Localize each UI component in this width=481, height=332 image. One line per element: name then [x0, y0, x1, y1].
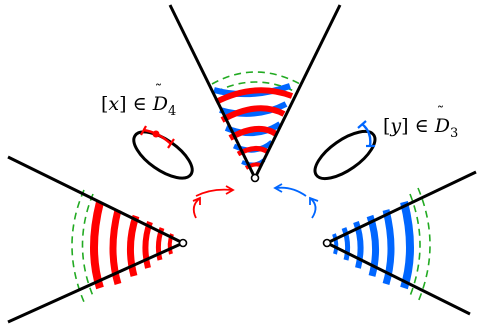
top-cone-vertex: [250, 173, 260, 183]
left-loop-ellipse: [132, 130, 194, 180]
right-cone-blue-band: [332, 233, 339, 255]
label-right-subscript: 3: [449, 125, 459, 141]
left-cone-red-band: [109, 209, 122, 285]
red-arrowhead: [192, 196, 201, 205]
left-cone-red-band: [127, 214, 140, 277]
left-cone-dashed-arc-inner: [81, 193, 94, 297]
top-cone-red-band: [220, 105, 286, 123]
top-cone: [168, 4, 342, 183]
label-right-set: D: [434, 115, 450, 137]
left-cone-red-band: [90, 201, 104, 290]
blue-arrowhead: [309, 196, 319, 205]
right-loop-ellipse: [313, 129, 377, 181]
top-cone-blue-band: [219, 101, 288, 117]
top-cone-red-band: [214, 87, 294, 105]
left-loop: [132, 125, 194, 180]
right-cone: [322, 170, 477, 316]
right-loop-blue-tick: [357, 120, 367, 129]
red-arrows: [192, 185, 235, 219]
label-left-subscript: 4: [167, 103, 177, 119]
blue-arrows: [273, 183, 319, 219]
label-left-membership: ∈: [132, 93, 147, 115]
left-cone-bands: [90, 201, 174, 290]
top-cone-bands: [213, 83, 294, 170]
left-cone-vertex: [178, 238, 188, 248]
label-left-var: x: [108, 93, 120, 115]
top-cone-left-edge: [168, 4, 257, 179]
right-cone-blue-band: [353, 220, 364, 269]
left-cone-lower-edge: [7, 241, 184, 324]
left-cone-upper-edge: [7, 155, 184, 245]
label-right-var: y: [390, 115, 402, 137]
right-cone-vertex: [322, 238, 332, 248]
right-cone-blue-band: [382, 209, 395, 285]
right-cone-dashed-arc-inner: [409, 193, 421, 297]
left-loop-red-tick: [167, 138, 175, 149]
right-cone-blue-band: [341, 227, 351, 261]
left-cone: [7, 155, 188, 324]
red-arrowhead: [225, 185, 235, 195]
left-loop-red-point: [152, 130, 160, 138]
label-right-membership: ∈: [414, 115, 429, 137]
label-y-in-d3: [y] ∈ ˜ D3: [383, 103, 459, 141]
right-cone-upper-edge: [326, 170, 477, 245]
top-cone-right-edge: [253, 4, 342, 179]
label-left-set: D: [152, 93, 168, 115]
red-arrow-upper: [195, 188, 233, 197]
right-cone-blue-band: [400, 201, 414, 290]
right-cone-bands: [332, 201, 414, 290]
right-cone-dashed-arc: [417, 187, 431, 303]
right-loop-blue-arc: [361, 123, 372, 147]
label-x-in-d4: [x] ∈ ˜ D4: [101, 81, 177, 119]
left-loop-red-tick: [140, 125, 147, 136]
blue-arrowhead: [273, 183, 283, 193]
blue-arrow-upper: [275, 186, 307, 197]
right-loop: [313, 120, 377, 181]
right-cone-lower-edge: [326, 241, 471, 316]
top-cone-blue-band: [213, 83, 291, 98]
